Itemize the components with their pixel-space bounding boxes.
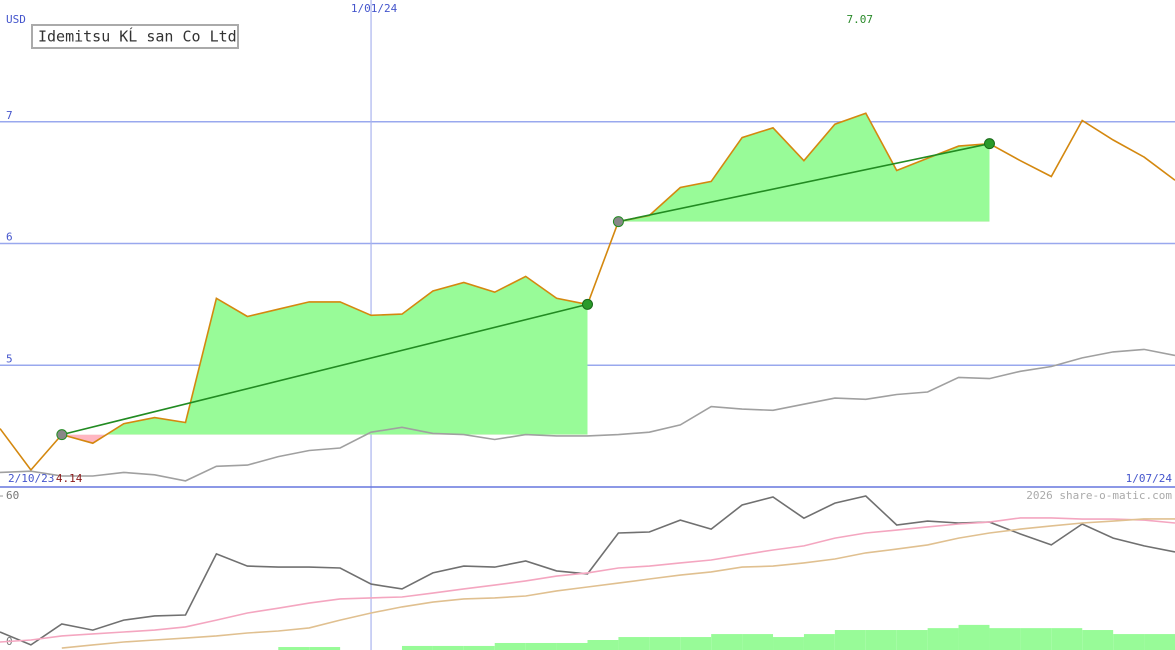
y-tick-label: 7 <box>6 109 13 122</box>
volume-bar <box>463 645 495 650</box>
volume-bar <box>556 642 588 650</box>
volume-bar <box>587 640 619 650</box>
volume-bar <box>927 628 959 650</box>
volume-bar <box>278 647 310 650</box>
trend-line <box>618 142 990 223</box>
trend-start <box>56 429 68 441</box>
volume-bar <box>1144 634 1175 650</box>
volume-bar <box>1020 628 1052 650</box>
series-line <box>0 495 1175 646</box>
volume-bar <box>711 634 743 650</box>
x-tick-label: 1/01/24 <box>351 2 398 15</box>
trend-start <box>612 216 624 228</box>
gain-area <box>61 276 588 435</box>
volume-bar <box>773 637 804 650</box>
volume-bar <box>1082 630 1114 650</box>
volume-bar <box>309 647 341 650</box>
credit: 2026 share-o-matic.com <box>1026 489 1172 502</box>
series-line <box>61 518 1175 649</box>
fill-layer <box>61 113 1175 650</box>
trend-end <box>983 138 995 150</box>
volume-bar <box>494 642 526 650</box>
volume-bar <box>618 637 650 650</box>
volume-bar <box>989 628 1021 650</box>
volume-bar <box>834 630 866 650</box>
y-tick-label: 5 <box>6 352 13 365</box>
high-label: 7.07 <box>847 13 874 26</box>
y-axis-label: USD <box>6 13 26 26</box>
volume-bar <box>742 634 774 650</box>
chart-title: Idemitsu KĹ san Co Ltd <box>38 27 237 46</box>
series-line <box>0 348 1175 482</box>
volume-bar <box>803 634 835 650</box>
title-box <box>31 24 239 49</box>
volume-bar <box>680 637 712 650</box>
volume-bar <box>525 642 557 650</box>
volume-bar <box>958 624 990 650</box>
volume-bar <box>1113 634 1145 650</box>
trend-end <box>582 298 593 310</box>
x-tick-label: 1/07/24 <box>1126 472 1173 485</box>
volume-bar <box>865 630 897 650</box>
volume-bar <box>649 637 681 650</box>
x-tick-label: 2/10/23 <box>8 472 54 485</box>
volume-bar <box>401 645 433 650</box>
trend-line <box>61 303 588 436</box>
y-tick-label: 6 <box>6 231 13 244</box>
y-tick-label: 60 <box>6 489 19 502</box>
volume-bar <box>896 630 928 650</box>
low-label: 4.14 <box>56 472 83 485</box>
line-layer: 7.07 4.14 <box>0 13 1175 649</box>
series-line <box>0 517 1175 643</box>
volume-bar <box>1051 628 1083 650</box>
volume-bar <box>432 645 464 650</box>
gain-area <box>618 113 990 222</box>
